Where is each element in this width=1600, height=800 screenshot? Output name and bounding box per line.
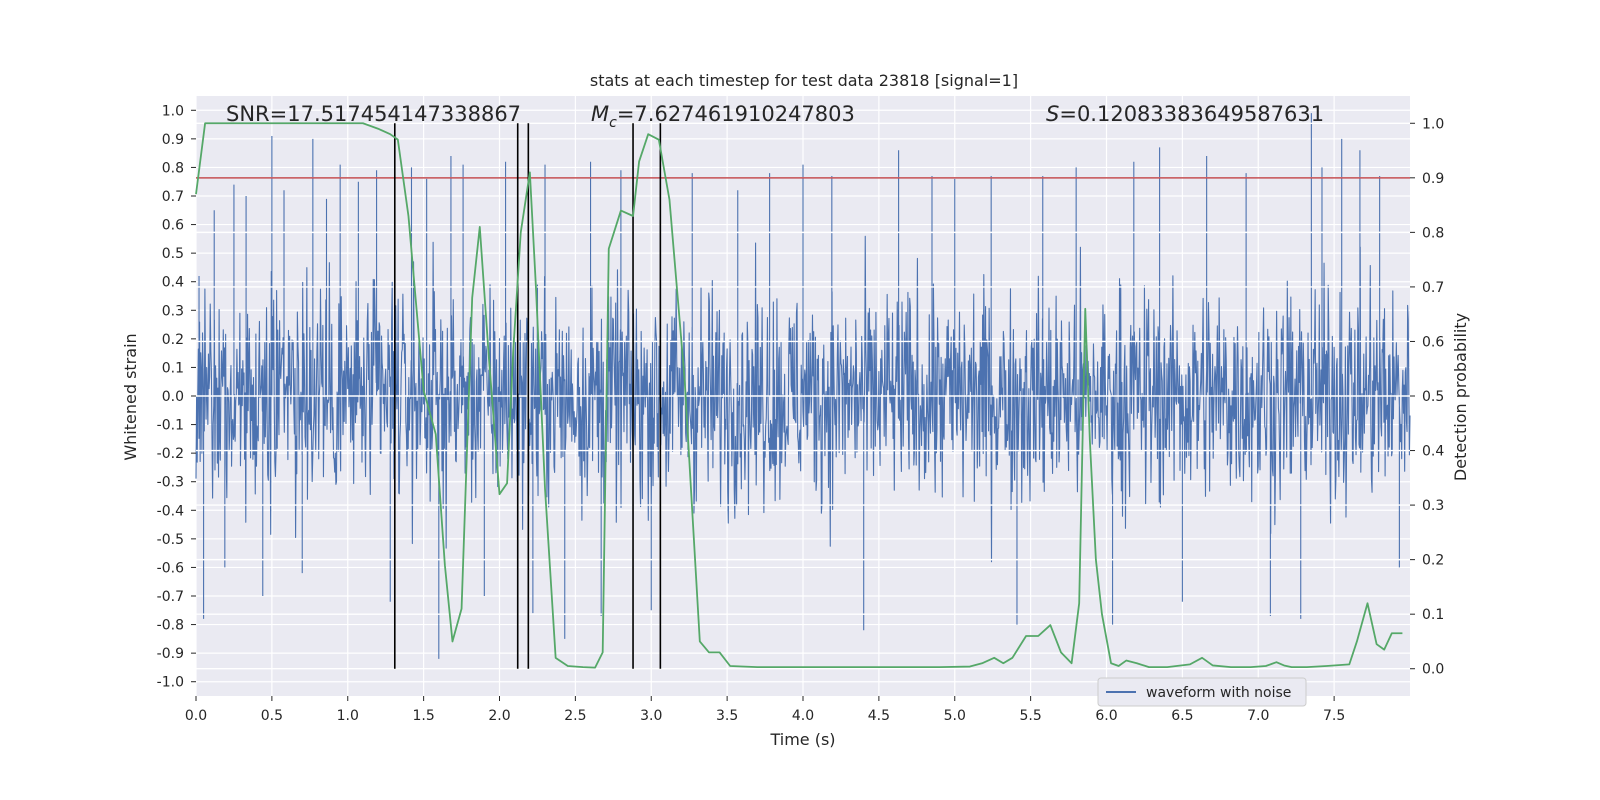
y2-tick-label: 0.1 (1422, 607, 1444, 623)
x-axis-ticks: 0.0 0.5 1.0 1.5 2.0 2.5 3.0 3.5 4.0 4.5 5.0 5.5 6.0 6… (185, 696, 1345, 724)
y-tick-label: -0.4 (157, 503, 184, 519)
y2-tick-label: 0.9 (1422, 171, 1444, 187)
y-tick-label: 0.1 (162, 360, 184, 376)
y-tick-label: -1.0 (157, 675, 184, 691)
y2-tick-label: 0.2 (1422, 553, 1444, 569)
right-axis-ticks: 0.0 0.1 0.2 0.3 0.4 0.5 0.6 0.7 0.8 0.9 1.0 (1410, 116, 1444, 678)
x-tick-label: 3.0 (640, 708, 662, 724)
y-axis-label: Whitened strain (121, 333, 140, 460)
y-tick-label: 0.0 (162, 389, 184, 405)
s-value: =0.12083383649587631 (1059, 102, 1324, 126)
detection-probability-series (195, 122, 1403, 669)
x-tick-label: 2.0 (488, 708, 510, 724)
y-tick-label: 0.8 (162, 160, 184, 176)
waveform-line (195, 113, 1411, 659)
y-tick-label: -0.5 (157, 532, 184, 548)
x-tick-label: 7.5 (1323, 708, 1345, 724)
y-tick-label: -0.2 (157, 446, 184, 462)
x-tick-label: 0.0 (185, 708, 207, 724)
y-tick-label: 0.5 (162, 246, 184, 262)
legend: waveform with noise (1097, 677, 1307, 707)
left-axis-ticks: -1.0 -0.9 -0.8 -0.7 -0.6 -0.5 -0.4 -0.3 -0.2 -0.1… (157, 103, 196, 691)
y-tick-label: -0.3 (157, 475, 184, 491)
chirp-mass-value: =7.627461910247803 (617, 102, 855, 126)
y2-tick-label: 0.7 (1422, 280, 1444, 296)
y2-tick-label: 1.0 (1422, 116, 1444, 132)
detection-probability-line (195, 122, 1403, 669)
y-tick-label: -0.6 (157, 560, 184, 576)
x-tick-label: 0.5 (261, 708, 283, 724)
x-tick-label: 6.0 (1095, 708, 1117, 724)
x-tick-label: 4.5 (868, 708, 890, 724)
x-tick-label: 4.0 (792, 708, 814, 724)
y-tick-label: 0.7 (162, 189, 184, 205)
y-tick-label: 0.2 (162, 332, 184, 348)
y-tick-label: 0.3 (162, 303, 184, 319)
legend-box (1097, 677, 1307, 707)
chart-title: stats at each timestep for test data 238… (590, 71, 1018, 90)
y-tick-label: 1.0 (162, 103, 184, 119)
y-tick-label: 0.6 (162, 218, 184, 234)
x-tick-label: 2.5 (564, 708, 586, 724)
x-tick-label: 6.5 (1171, 708, 1193, 724)
y-tick-label: -0.1 (157, 418, 184, 434)
y2-tick-label: 0.3 (1422, 498, 1444, 514)
x-tick-label: 7.0 (1247, 708, 1269, 724)
x-tick-label: 5.0 (944, 708, 966, 724)
s-symbol: S (1046, 102, 1059, 126)
y-tick-label: -0.7 (157, 589, 184, 605)
y-tick-label: -0.8 (157, 618, 184, 634)
y2-tick-label: 0.4 (1422, 444, 1444, 460)
x-tick-label: 5.5 (1019, 708, 1041, 724)
y2-tick-label: 0.8 (1422, 225, 1444, 241)
x-tick-label: 1.0 (337, 708, 359, 724)
y2-tick-label: 0.0 (1422, 662, 1444, 678)
x-axis-label: Time (s) (769, 730, 835, 749)
y2-axis-label: Detection probability (1451, 313, 1470, 481)
waveform-series (195, 113, 1411, 659)
chirp-mass-symbol: M (591, 102, 609, 126)
y2-tick-label: 0.5 (1422, 389, 1444, 405)
chirp-mass-annotation: Mc=7.627461910247803 (591, 102, 855, 131)
y-tick-label: 0.9 (162, 132, 184, 148)
s-annotation: S=0.12083383649587631 (1046, 102, 1324, 126)
legend-entry: waveform with noise (1146, 685, 1291, 701)
x-tick-label: 1.5 (412, 708, 434, 724)
y-tick-label: 0.4 (162, 275, 184, 291)
x-tick-label: 3.5 (716, 708, 738, 724)
y-tick-label: -0.9 (157, 646, 184, 662)
snr-annotation: SNR=17.517454147338867 (226, 102, 521, 126)
y2-tick-label: 0.6 (1422, 334, 1444, 350)
chirp-mass-subscript: c (609, 115, 617, 131)
